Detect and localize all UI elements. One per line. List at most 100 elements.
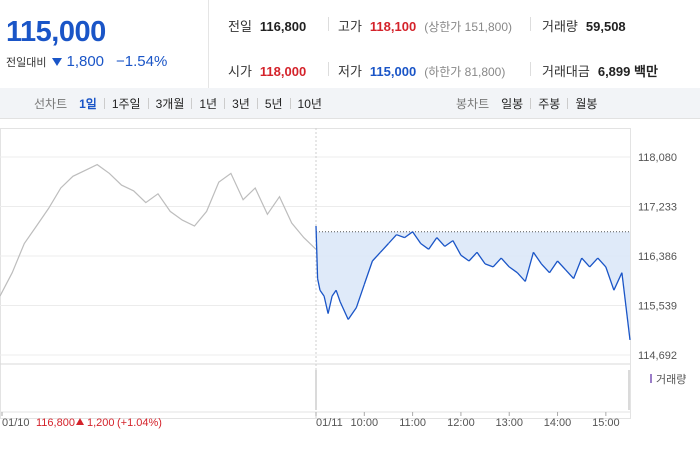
series-segment-current-day xyxy=(572,257,583,279)
series-segment-current-day xyxy=(315,225,319,279)
series-segment-current-day xyxy=(581,257,591,268)
x-tick-label: 11:00 xyxy=(399,417,426,429)
candle-chart-label: 봉차트 xyxy=(456,96,490,111)
down-arrow-icon xyxy=(52,57,63,66)
series-segment-current-day xyxy=(388,234,397,244)
lower-limit: (하한가 81,800) xyxy=(424,65,506,79)
change-percent: −1.54% xyxy=(116,53,168,70)
series-segment-current-day xyxy=(548,260,559,274)
tab-divider xyxy=(224,97,226,109)
series-segment-current-day xyxy=(597,257,607,268)
series-segment-current-day xyxy=(436,237,446,247)
stat-value: 115,000 xyxy=(369,64,417,79)
tab-weekly[interactable]: 주봉 xyxy=(538,96,561,111)
stat-label: 시가 xyxy=(228,64,252,79)
series-segment-current-day xyxy=(540,263,550,274)
candle-chart-tabs: 봉차트 일봉 주봉 월봉 xyxy=(456,88,597,118)
series-segment-current-day xyxy=(492,257,502,268)
prev-close-value: 116,800 xyxy=(36,417,75,429)
volume-legend-swatch xyxy=(650,374,652,383)
x-tick-label: 01/10 xyxy=(2,417,30,429)
y-tick-label: 116,386 xyxy=(638,251,677,263)
stat-low: 저가 115,000 (하한가 81,800) xyxy=(338,61,505,80)
current-price: 115,000 xyxy=(6,16,106,48)
series-segment-current-day xyxy=(327,295,333,314)
series-segment-current-day xyxy=(621,272,631,340)
series-segment-current-day xyxy=(396,234,405,239)
area-fill-current-day xyxy=(316,226,630,340)
line-chart-label: 선차트 xyxy=(34,96,68,111)
series-segment-current-day xyxy=(316,278,321,291)
series-segment-current-day xyxy=(347,307,357,320)
stat-open: 시가 118,000 xyxy=(228,61,306,80)
y-tick-label: 115,539 xyxy=(638,301,677,313)
tab-10y[interactable]: 10년 xyxy=(297,96,322,111)
x-tick-label: 15:00 xyxy=(592,417,620,429)
series-segment-current-day xyxy=(468,251,478,262)
tab-divider xyxy=(567,97,569,109)
series-segment-current-day xyxy=(589,257,599,268)
y-tick-label: 118,080 xyxy=(638,152,677,164)
series-segment-current-day xyxy=(605,266,615,291)
stat-value: 118,100 xyxy=(369,19,417,34)
divider xyxy=(530,62,531,76)
change-value: 1,800 xyxy=(66,53,105,70)
tab-5y[interactable]: 5년 xyxy=(264,96,283,111)
prev-change-value: 1,200 xyxy=(87,417,115,429)
series-segment-current-day xyxy=(404,231,413,239)
series-segment-current-day xyxy=(557,260,567,271)
change-label: 전일대비 xyxy=(6,56,47,69)
series-segment-current-day xyxy=(355,284,365,309)
series-segment-current-day xyxy=(452,240,462,256)
series-segment-current-day xyxy=(412,231,422,244)
series-segment-current-day xyxy=(371,251,381,262)
stat-value: 118,000 xyxy=(259,64,307,79)
series-segment-current-day xyxy=(420,242,430,250)
quote-stats: 전일 116,800 고가 118,100 (상한가 151,800) 거래량 … xyxy=(208,0,700,88)
price-box: 115,000 전일대비 1,800 −1.54% xyxy=(0,0,209,88)
x-tick-label: 13:00 xyxy=(495,417,523,429)
tab-daily[interactable]: 일봉 xyxy=(501,96,524,111)
series-segment-current-day xyxy=(565,269,575,280)
x-tick-label: 12:00 xyxy=(447,417,475,429)
series-segment-current-day xyxy=(524,252,535,282)
series-segment-current-day xyxy=(339,301,349,320)
tab-1w[interactable]: 1주일 xyxy=(111,96,141,111)
chart-tab-bar: 선차트 1일 1주일 3개월 1년 3년 5년 10년 봉차트 일봉 주봉 월봉 xyxy=(0,88,700,119)
volume-legend-label: 거래량 xyxy=(656,373,686,386)
stat-value: 59,508 xyxy=(585,19,626,34)
x-tick-label: 01/11 xyxy=(316,417,343,429)
tab-divider xyxy=(530,97,532,109)
series-segment-current-day xyxy=(476,251,486,265)
tab-1d[interactable]: 1일 xyxy=(79,96,97,111)
divider xyxy=(328,62,329,76)
tab-3y[interactable]: 3년 xyxy=(232,96,250,111)
series-segment-current-day xyxy=(532,251,542,265)
stat-value: 6,899 백만 xyxy=(597,64,658,79)
series-segment-current-day xyxy=(484,263,494,268)
stat-value: 116,800 xyxy=(259,19,307,34)
series-segment-current-day xyxy=(428,237,438,250)
tab-divider xyxy=(289,97,291,109)
tab-divider xyxy=(147,97,149,109)
series-segment-current-day xyxy=(335,289,341,303)
line-chart-tabs: 선차트 1일 1주일 3개월 1년 3년 5년 10년 xyxy=(34,88,322,118)
series-line-prev-day xyxy=(0,163,317,297)
tab-3m[interactable]: 3개월 xyxy=(155,96,185,111)
stat-high: 고가 118,100 (상한가 151,800) xyxy=(338,16,512,35)
tab-divider xyxy=(256,97,258,109)
tab-monthly[interactable]: 월봉 xyxy=(575,96,598,111)
x-tick-label: 14:00 xyxy=(544,417,572,429)
up-arrow-icon xyxy=(76,418,84,425)
stat-label: 고가 xyxy=(338,19,362,34)
series-segment-current-day xyxy=(508,266,518,274)
series-segment-current-day xyxy=(379,243,389,253)
tab-divider xyxy=(191,97,193,109)
price-chart-svg: 118,080 117,233 116,386 115,539 114,692 거래량 01… xyxy=(0,128,686,429)
tab-1y[interactable]: 1년 xyxy=(199,96,218,111)
stat-prev-close: 전일 116,800 xyxy=(228,16,306,35)
y-tick-label: 117,233 xyxy=(638,202,677,214)
quote-summary: 115,000 전일대비 1,800 −1.54% 전일 116,800 고가 … xyxy=(0,0,700,89)
series-segment-current-day xyxy=(444,240,454,247)
